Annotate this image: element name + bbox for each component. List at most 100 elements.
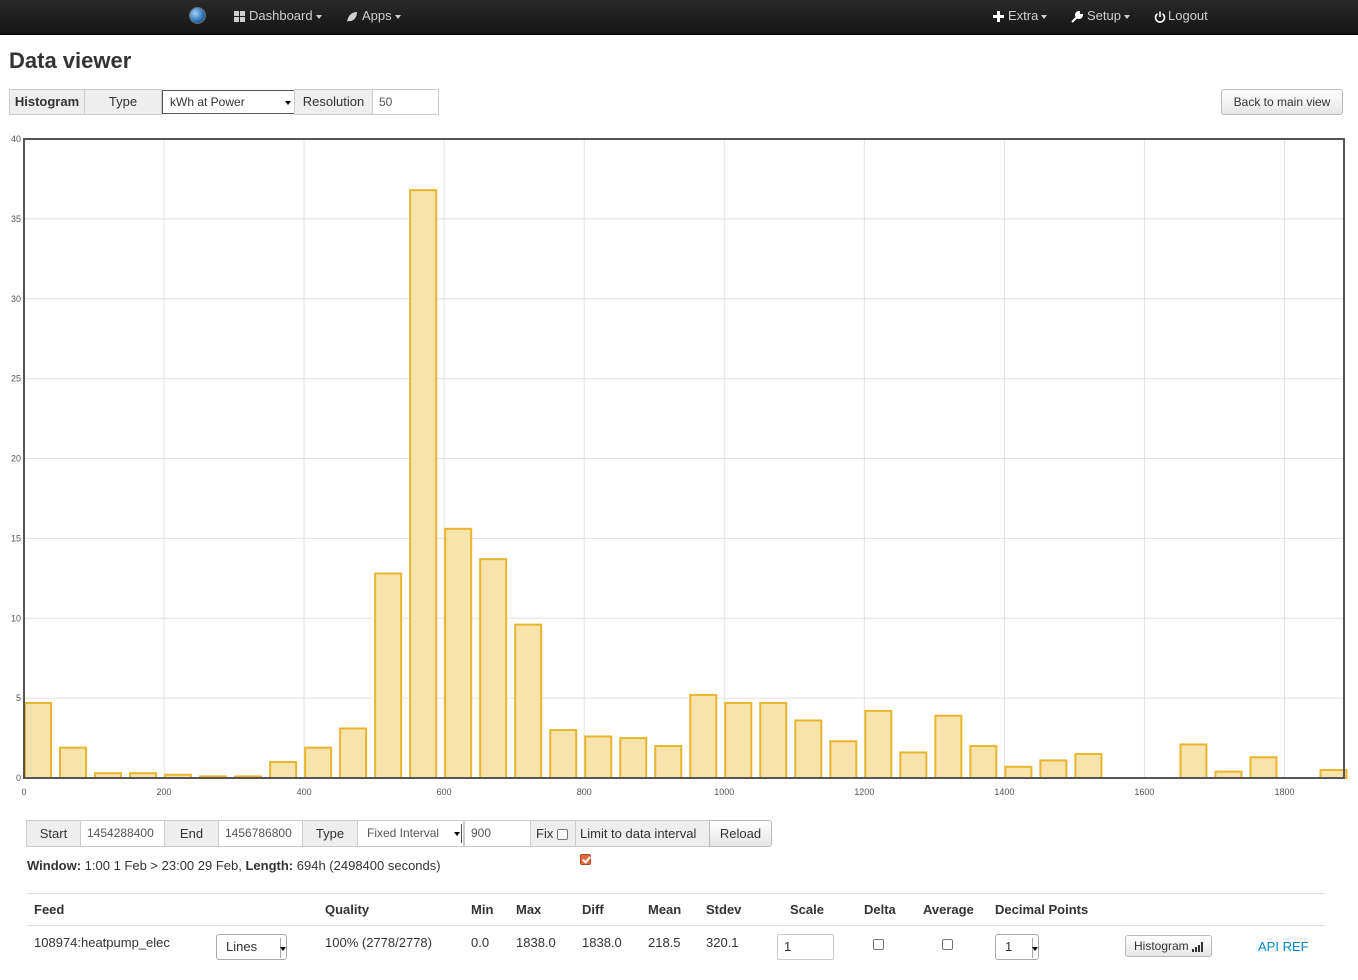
type-label: Type — [84, 89, 162, 115]
histogram-bar — [59, 746, 88, 780]
col-header-max: Max — [516, 902, 542, 917]
y-tick-label: 30 — [11, 294, 21, 304]
end-input[interactable]: 1456786800 — [218, 820, 303, 847]
histogram-bar — [339, 727, 368, 779]
average-checkbox[interactable] — [942, 939, 953, 950]
end-label: End — [164, 820, 219, 847]
col-header-diff: Diff — [582, 902, 604, 917]
plot-type-value: Lines — [226, 939, 258, 954]
diff-value: 1838.0 — [582, 935, 622, 950]
histogram-bar — [969, 745, 998, 779]
histogram-bar — [864, 709, 893, 780]
delta-checkbox[interactable] — [873, 939, 884, 950]
signal-bars-icon — [1192, 941, 1204, 952]
power-icon — [1154, 11, 1166, 23]
col-header-average: Average — [923, 902, 974, 917]
nav-logout-label: Logout — [1168, 8, 1208, 23]
nav-setup[interactable]: Setup — [1071, 0, 1130, 33]
decimal-points-value: 1 — [1005, 939, 1013, 954]
interval-type-select[interactable]: Fixed Interval — [357, 820, 464, 847]
col-header-decimal-points: Decimal Points — [995, 902, 1089, 917]
window-prefix: Window: — [27, 858, 82, 873]
histogram-bar — [409, 189, 438, 780]
histogram-bar — [584, 735, 613, 780]
fix-checkbox[interactable] — [556, 829, 568, 841]
nav-dashboard-label: Dashboard — [249, 8, 313, 23]
x-tick-label: 400 — [297, 787, 312, 797]
scale-input[interactable]: 1 — [777, 934, 834, 960]
leaf-icon — [347, 11, 357, 22]
plot-type-select[interactable]: Lines — [216, 934, 287, 960]
fix-group: Fix — [530, 820, 576, 847]
chevron-down-icon — [285, 101, 291, 105]
histogram-type-select[interactable]: kWh at Power — [162, 90, 295, 114]
y-tick-label: 5 — [16, 693, 21, 703]
x-tick-label: 600 — [437, 787, 452, 797]
length-value: 694h (2498400 seconds) — [296, 858, 441, 873]
histogram-bar — [514, 623, 543, 780]
histogram-bar — [1004, 765, 1033, 780]
table-top-border — [27, 893, 1325, 894]
quality-value: 100% (2778/2778) — [325, 935, 432, 950]
histogram-bar — [1039, 759, 1068, 779]
histogram-bar — [934, 714, 963, 780]
col-header-stdev: Stdev — [706, 902, 742, 917]
resolution-input[interactable]: 50 — [372, 89, 439, 115]
nav-extra[interactable]: Extra — [993, 0, 1048, 33]
table-header-border — [27, 925, 1325, 926]
select-divider — [461, 824, 462, 843]
histogram-button-label: Histogram — [1133, 939, 1189, 953]
page-title: Data viewer — [9, 48, 132, 73]
back-to-main-view-button[interactable]: Back to main view — [1221, 89, 1343, 115]
nav-logout[interactable]: Logout — [1154, 0, 1208, 33]
histogram-bar — [1179, 743, 1208, 780]
y-tick-label: 40 — [11, 134, 21, 144]
y-tick-label: 25 — [11, 374, 21, 384]
histogram-bar — [24, 701, 53, 779]
nav-dashboard[interactable]: Dashboard — [234, 0, 322, 33]
window-range: 1:00 1 Feb > 23:00 29 Feb, — [84, 858, 242, 873]
x-tick-label: 1800 — [1274, 787, 1294, 797]
limit-interval-checkbox[interactable] — [580, 854, 591, 866]
x-tick-label: 1200 — [854, 787, 874, 797]
nav-extra-label: Extra — [1008, 8, 1039, 23]
histogram-bar — [1074, 753, 1103, 779]
x-tick-label: 1400 — [994, 787, 1014, 797]
chevron-down-icon — [280, 947, 286, 951]
chevron-down-icon — [315, 14, 322, 19]
chevron-down-icon — [1041, 14, 1048, 19]
y-tick-label: 10 — [11, 613, 21, 623]
y-tick-label: 20 — [11, 454, 21, 464]
api-ref-link[interactable]: API REF — [1258, 939, 1309, 954]
chevron-down-icon — [454, 832, 460, 836]
chevron-down-icon — [1123, 14, 1130, 19]
wrench-icon — [1071, 10, 1083, 23]
histogram-bar — [304, 746, 333, 780]
histogram-bar — [374, 572, 403, 779]
col-header-feed: Feed — [34, 902, 65, 917]
histogram-bar — [759, 701, 788, 779]
logo-icon[interactable] — [189, 7, 206, 24]
histogram-bar — [1249, 756, 1278, 779]
y-tick-label: 0 — [16, 773, 21, 783]
histogram-button[interactable]: Histogram — [1125, 935, 1212, 957]
window-summary: Window: 1:00 1 Feb > 23:00 29 Feb, Lengt… — [27, 858, 441, 873]
length-label: Length: — [245, 858, 294, 873]
x-tick-label: 800 — [577, 787, 592, 797]
x-tick-label: 1000 — [714, 787, 734, 797]
histogram-chart: 0 5 10 15 20 25 30 35 40 0 200 400 600 800 1000 1200 140… — [0, 130, 1358, 800]
decimal-points-select[interactable]: 1 — [995, 934, 1039, 960]
nav-apps[interactable]: Apps — [346, 0, 401, 33]
chevron-down-icon — [394, 14, 401, 19]
x-tick-label: 200 — [157, 787, 172, 797]
reload-button[interactable]: Reload — [709, 820, 772, 847]
start-input[interactable]: 1454288400 — [80, 820, 165, 847]
top-navbar: Dashboard Apps Extra Setup Logout — [0, 0, 1358, 35]
interval-input[interactable]: 900 — [464, 820, 531, 847]
grid-icon — [234, 11, 245, 23]
nav-apps-label: Apps — [362, 8, 392, 23]
col-header-delta: Delta — [864, 902, 896, 917]
histogram-bar — [619, 737, 648, 779]
plot-frame — [23, 138, 1345, 779]
min-value: 0.0 — [471, 935, 490, 950]
